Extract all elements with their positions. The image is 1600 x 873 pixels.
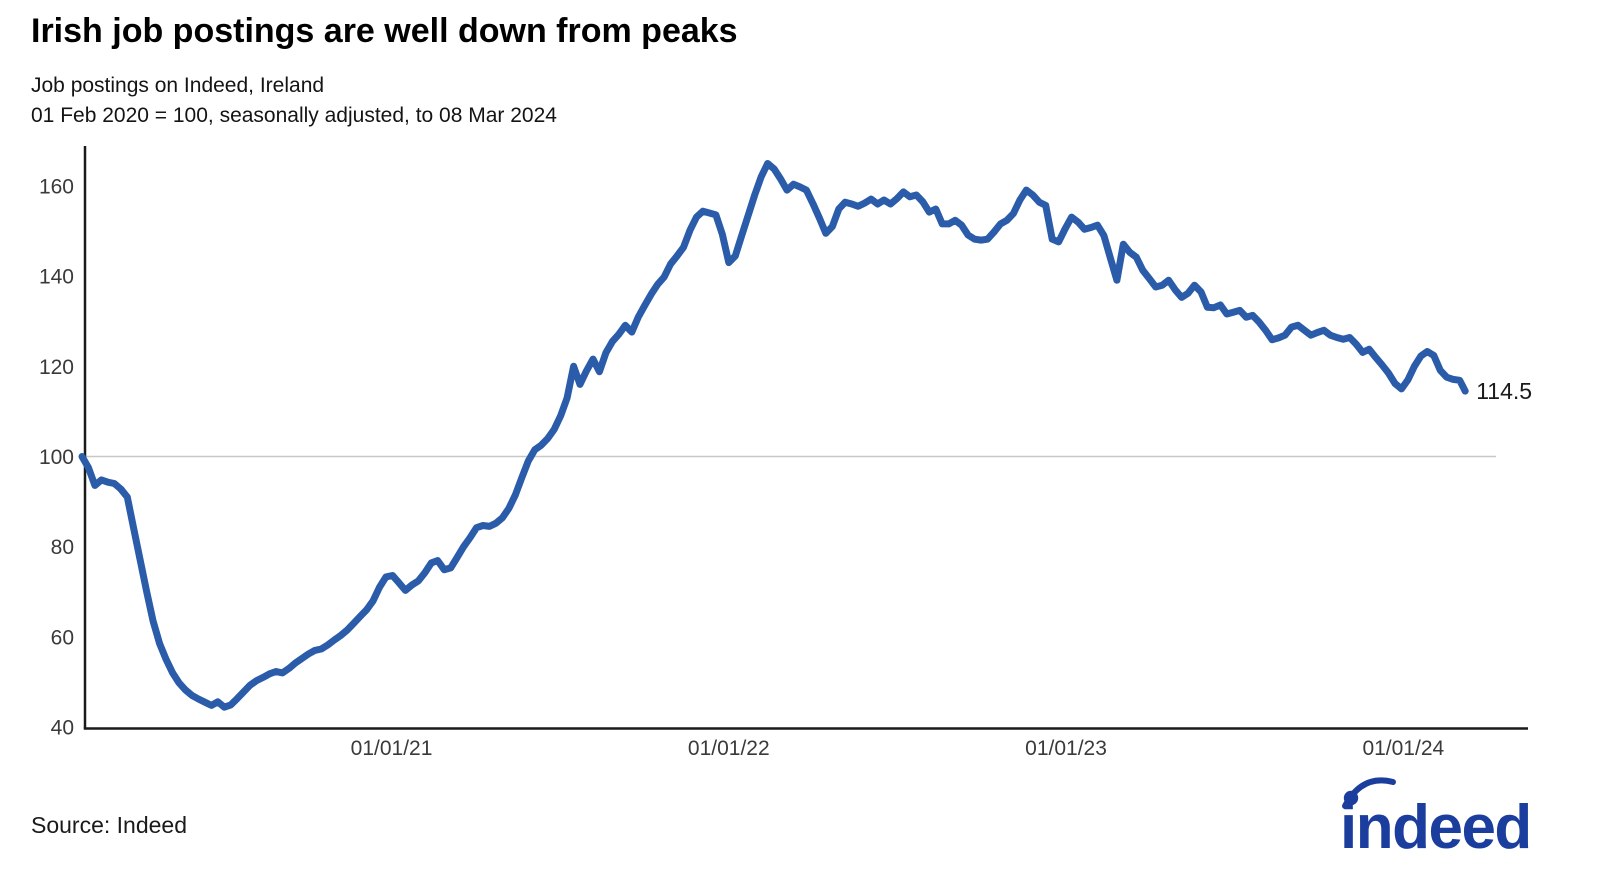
- x-tick-label: 01/01/23: [1025, 737, 1107, 760]
- y-tick-label: 100: [39, 446, 74, 469]
- x-tick-label: 01/01/21: [351, 737, 433, 760]
- x-tick-label: 01/01/22: [688, 737, 770, 760]
- indeed-logo-graphic: indeed: [1340, 777, 1532, 862]
- indeed-logo-i-dot: [1343, 790, 1359, 806]
- y-tick-label: 140: [39, 266, 74, 289]
- y-tick-label: 80: [51, 536, 74, 559]
- indeed-logo-text: indeed: [1340, 793, 1531, 862]
- y-tick-label: 120: [39, 356, 74, 379]
- end-value-label: 114.5: [1476, 378, 1532, 404]
- chart-subtitle-line1: Job postings on Indeed, Ireland: [31, 74, 325, 97]
- source-note: Source: Indeed: [31, 812, 188, 838]
- y-tick-label: 40: [51, 717, 74, 740]
- chart-subtitle-line2: 01 Feb 2020 = 100, seasonally adjusted, …: [31, 104, 557, 127]
- indeed-logo: indeed: [1338, 770, 1548, 865]
- y-tick-label: 60: [51, 626, 74, 649]
- y-tick-label: 160: [39, 176, 74, 199]
- page-title: Irish job postings are well down from pe…: [31, 12, 738, 50]
- chart-subtitle: Job postings on Indeed, Ireland 01 Feb 2…: [31, 71, 557, 131]
- data-line-series: [78, 160, 1469, 711]
- x-tick-label: 01/01/24: [1362, 737, 1444, 760]
- line-chart: 40 60 80 100 120 140 160 01/01/21 01/01/22 01/01/…: [39, 146, 1532, 760]
